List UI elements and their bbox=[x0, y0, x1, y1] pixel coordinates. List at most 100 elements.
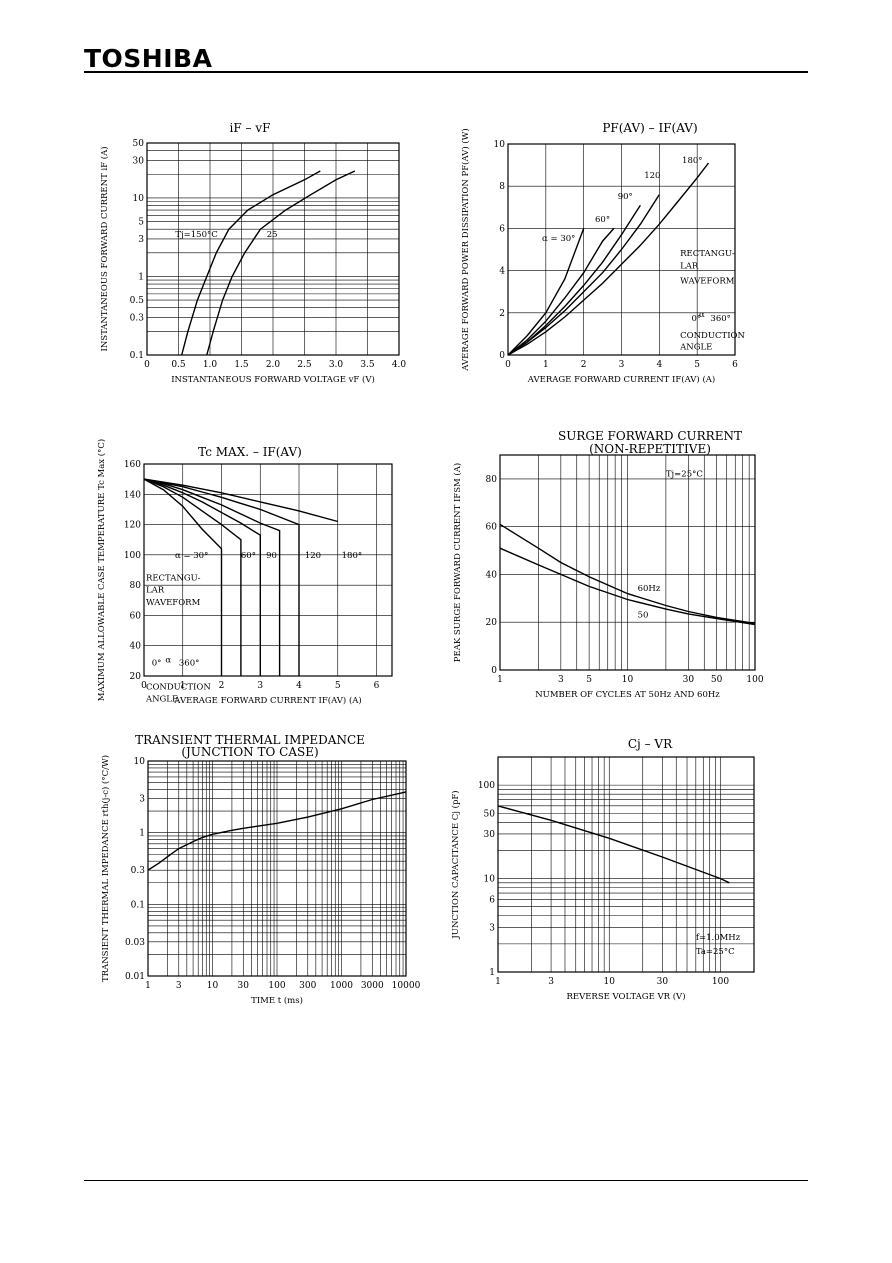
annotation: 25 bbox=[267, 230, 278, 240]
y-tick-label: 120 bbox=[124, 521, 141, 531]
annotation: α = 30° bbox=[175, 551, 208, 561]
annotation: CONDUCTION bbox=[146, 683, 211, 693]
y-tick-label: 160 bbox=[124, 460, 141, 470]
x-tick-label: 3 bbox=[176, 981, 182, 991]
y-tick-label: 3 bbox=[489, 923, 495, 933]
footer-rule bbox=[84, 1180, 808, 1181]
y-tick-label: 50 bbox=[133, 139, 145, 149]
series-line bbox=[507, 228, 585, 356]
x-tick-label: 5 bbox=[586, 675, 592, 685]
x-tick-label: 1 bbox=[145, 981, 151, 991]
chart-svg: 0 1 2 3 4 5 6 0 2 4 6 8 10 AVERAGE FORWARD CURRENT IF… bbox=[460, 128, 746, 385]
y-tick-label: 140 bbox=[124, 490, 141, 500]
x-tick-label: 2.5 bbox=[297, 360, 312, 370]
x-tick-label: 30 bbox=[238, 981, 250, 991]
plot-frame bbox=[147, 760, 407, 977]
x-tick-label: 1 bbox=[497, 675, 503, 685]
x-tick-label: 3 bbox=[558, 675, 564, 685]
brand-logo: TOSHIBA bbox=[84, 44, 213, 73]
y-axis-label: INSTANTANEOUS FORWARD CURRENT iF (A) bbox=[99, 146, 110, 351]
y-tick-label: 5 bbox=[138, 218, 144, 228]
y-tick-label: 0.5 bbox=[130, 296, 145, 306]
annotation: CONDUCTION bbox=[680, 331, 745, 341]
chart-tc-if: Tc MAX. – IF(AV) 0 1 2 3 4 5 6 20 40 60 80 100 120 14… bbox=[40, 439, 460, 740]
y-tick-label: 3 bbox=[139, 794, 145, 804]
series-line bbox=[181, 170, 321, 356]
grid bbox=[148, 761, 406, 976]
x-tick-label: 0.5 bbox=[171, 360, 186, 370]
x-tick-label: 3.5 bbox=[360, 360, 375, 370]
x-tick-label: 4.0 bbox=[392, 360, 407, 370]
series-line bbox=[143, 478, 281, 676]
y-tick-label: 3 bbox=[138, 235, 144, 245]
y-tick-label: 4 bbox=[499, 267, 505, 277]
x-tick-label: 2 bbox=[219, 681, 225, 691]
x-tick-label: 100 bbox=[268, 981, 285, 991]
x-tick-label: 1 bbox=[543, 360, 549, 370]
chart-thermal: TRANSIENT THERMAL IMPEDANCE (JUNCTION TO… bbox=[40, 734, 460, 1034]
annotation: LAR bbox=[680, 261, 699, 271]
annotation: LAR bbox=[146, 586, 165, 596]
y-tick-label: 1 bbox=[138, 272, 144, 282]
annotation: 0° bbox=[152, 658, 162, 668]
annotation: RECTANGU- bbox=[680, 249, 735, 259]
series-line bbox=[497, 805, 730, 884]
annotation: Tj=25°C bbox=[666, 470, 703, 480]
x-tick-label: 10 bbox=[604, 977, 616, 987]
x-tick-label: 1000 bbox=[330, 981, 353, 991]
x-axis-label: INSTANTANEOUS FORWARD VOLTAGE vF (V) bbox=[171, 374, 375, 385]
series-line bbox=[507, 194, 660, 356]
x-tick-label: 4 bbox=[296, 681, 302, 691]
y-tick-label: 30 bbox=[484, 830, 496, 840]
grid bbox=[498, 757, 754, 972]
chart-cj-vr: Cj – VR 1 3 10 30 100 1 3 6 10 30 50 100 REVERSE VOL… bbox=[440, 734, 860, 1034]
plot-frame bbox=[143, 463, 393, 677]
y-tick-label: 30 bbox=[133, 156, 145, 166]
annotation: 90° bbox=[618, 192, 633, 202]
y-tick-label: 40 bbox=[486, 570, 498, 580]
x-tick-label: 5 bbox=[335, 681, 341, 691]
series-line bbox=[507, 162, 710, 356]
y-tick-label: 20 bbox=[130, 672, 142, 682]
chart-svg: 1 3 10 30 100 1 3 6 10 30 50 100 REVERSE VOLTAGE VR … bbox=[450, 756, 755, 1002]
annotation: WAVEFORM bbox=[680, 276, 735, 286]
y-tick-label: 0.1 bbox=[130, 351, 144, 361]
series-line bbox=[143, 478, 223, 676]
series-line bbox=[507, 227, 615, 356]
x-axis-label: REVERSE VOLTAGE VR (V) bbox=[566, 991, 685, 1002]
x-tick-label: 3000 bbox=[361, 981, 384, 991]
y-tick-label: 0.3 bbox=[131, 866, 146, 876]
annotation: ANGLE bbox=[145, 695, 178, 705]
y-tick-label: 60 bbox=[130, 611, 142, 621]
y-tick-label: 60 bbox=[486, 523, 498, 533]
y-axis-label: MAXIMUM ALLOWABLE CASE TEMPERATURE Tc Ma… bbox=[96, 439, 107, 701]
y-tick-label: 80 bbox=[486, 475, 498, 485]
chart-title: TRANSIENT THERMAL IMPEDANCE bbox=[135, 733, 365, 747]
x-tick-label: 1 bbox=[180, 681, 186, 691]
plot-frame bbox=[507, 143, 736, 356]
chart-svg: 1 3 5 10 30 50 100 0 20 40 60 80 NUMBER OF CYCLES AT… bbox=[452, 454, 764, 700]
x-tick-label: 2.0 bbox=[266, 360, 281, 370]
x-tick-label: 3 bbox=[619, 360, 625, 370]
x-tick-label: 10 bbox=[622, 675, 634, 685]
chart-title: Cj – VR bbox=[627, 737, 673, 751]
x-tick-label: 0 bbox=[505, 360, 511, 370]
chart-subtitle: (JUNCTION TO CASE) bbox=[181, 745, 319, 759]
series-line bbox=[143, 478, 338, 523]
x-tick-label: 5 bbox=[694, 360, 700, 370]
y-axis-label: TRANSIENT THERMAL IMPEDANCE rth(j-c) (°C… bbox=[100, 755, 111, 982]
x-tick-label: 10 bbox=[207, 981, 219, 991]
y-tick-label: 6 bbox=[499, 224, 505, 234]
x-tick-label: 4 bbox=[656, 360, 662, 370]
y-tick-label: 0.03 bbox=[125, 938, 145, 948]
annotation: 180° bbox=[682, 156, 702, 166]
series-line bbox=[143, 478, 242, 676]
grid bbox=[146, 143, 400, 355]
x-tick-label: 100 bbox=[712, 977, 729, 987]
x-tick-label: 3.0 bbox=[329, 360, 344, 370]
annotation: Tj=150°C bbox=[175, 230, 217, 240]
x-tick-label: 0 bbox=[141, 681, 147, 691]
y-tick-label: 2 bbox=[499, 309, 505, 319]
annotation: WAVEFORM bbox=[146, 598, 201, 608]
x-tick-label: 50 bbox=[711, 675, 723, 685]
